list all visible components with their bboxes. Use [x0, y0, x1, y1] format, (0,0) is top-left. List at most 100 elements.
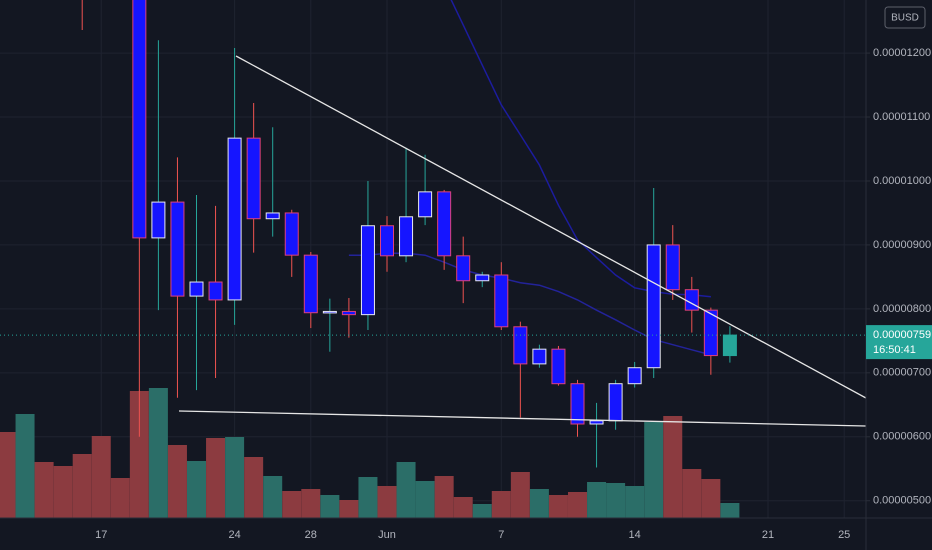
trend-line [178, 410, 866, 427]
y-tick-label: 0.00001100 [873, 111, 930, 123]
candle-body [170, 201, 185, 297]
candle-body [322, 310, 337, 314]
current-price-box [866, 325, 932, 360]
y-tick-label: 0.00000800 [873, 303, 931, 315]
volume-bar [320, 495, 340, 518]
candle-body [246, 137, 261, 220]
candle-body [475, 274, 490, 282]
candle-body [380, 225, 394, 257]
volume-bar [587, 482, 607, 518]
volume-bar [72, 454, 92, 518]
volume-bar [263, 476, 283, 518]
candle-body [513, 326, 528, 365]
candle-body [532, 348, 547, 365]
y-tick-label: 0.00000700 [873, 367, 931, 379]
candle-body [227, 137, 242, 301]
candle-body [456, 255, 471, 282]
volume-bar [663, 416, 683, 518]
volume-bar [606, 483, 626, 518]
candle-body [208, 281, 223, 301]
volume-bar [644, 422, 664, 518]
candle-body [722, 334, 737, 357]
volume-bar [358, 477, 378, 518]
candle-body [418, 191, 433, 218]
volume-bar [187, 461, 206, 518]
volume-bar [148, 388, 168, 518]
currency: BUSD [891, 13, 919, 24]
candle-body [551, 348, 566, 385]
volume-bar [529, 489, 549, 518]
volume-bar [415, 481, 435, 518]
current-price-label: 0.00000759 [873, 329, 931, 341]
y-tick-label: 0.00000500 [873, 495, 931, 507]
volume-bar [15, 414, 35, 518]
volume-bar [91, 436, 111, 518]
currency-box [884, 6, 926, 29]
candle-body [399, 216, 414, 257]
candle-body [589, 420, 604, 425]
volume-bar [129, 391, 149, 518]
volume-bar [396, 462, 416, 518]
moving-average [450, 0, 711, 298]
volume-bar [377, 486, 397, 518]
x-tick-label: 17 [95, 529, 107, 541]
volume-bar [568, 492, 587, 518]
candle-body [627, 367, 642, 385]
y-tick-label: 0.00001200 [873, 47, 931, 59]
volume-bar [548, 495, 568, 518]
candle-body [608, 383, 623, 422]
candle-body [132, 0, 147, 239]
volume-bar [244, 457, 264, 518]
volume-bar [0, 432, 16, 518]
volume-layer [0, 388, 740, 518]
candle-body [360, 225, 375, 316]
y-tick-label: 0.00000600 [873, 431, 931, 443]
volume-bar [110, 478, 130, 518]
x-tick-label: 28 [305, 529, 317, 541]
candle-body [341, 310, 356, 316]
x-tick-label: 14 [629, 529, 641, 541]
volume-bar [339, 500, 359, 518]
volume-bar [167, 445, 187, 518]
x-tick-label: 21 [762, 529, 774, 541]
volume-bar [225, 437, 245, 518]
x-tick-label: Jun [378, 529, 396, 541]
candle-body [151, 201, 166, 239]
y-tick-label: 0.00001000 [873, 175, 931, 187]
volume-bar [625, 486, 645, 518]
volume-bar [34, 462, 54, 518]
x-tick-label: 7 [498, 529, 504, 541]
volume-bar [453, 497, 473, 518]
volume-bar [472, 504, 492, 518]
candle-body [684, 289, 699, 311]
axes: 0.00000500 0.00000600 0.00000700 0.00000800… [0, 47, 932, 541]
candle-body [570, 383, 585, 425]
volume-bar [53, 466, 73, 518]
candle-body [494, 274, 509, 328]
volume-bar [701, 479, 721, 518]
x-tick-label: 24 [228, 529, 240, 541]
volume-bar [682, 469, 702, 518]
candle-body [665, 244, 680, 291]
drawings [178, 55, 866, 427]
volume-bar [720, 503, 740, 518]
volume-bar [282, 491, 302, 518]
volume-bar [434, 476, 454, 518]
trend-line [235, 55, 866, 399]
y-tick-label: 0.00000900 [873, 239, 931, 251]
volume-bar [491, 491, 511, 518]
volume-bar [510, 472, 530, 518]
candle-body [284, 212, 299, 256]
candle-layer [81, 0, 737, 468]
countdown: 16:50:41 [873, 344, 916, 356]
volume-bar [206, 438, 226, 518]
volume-bar [301, 489, 321, 518]
candle-body [265, 212, 280, 220]
candle-body [189, 281, 204, 297]
x-tick-label: 25 [838, 529, 850, 541]
candle-body [703, 309, 718, 357]
candle-body [646, 244, 661, 369]
candle-body [437, 191, 452, 257]
